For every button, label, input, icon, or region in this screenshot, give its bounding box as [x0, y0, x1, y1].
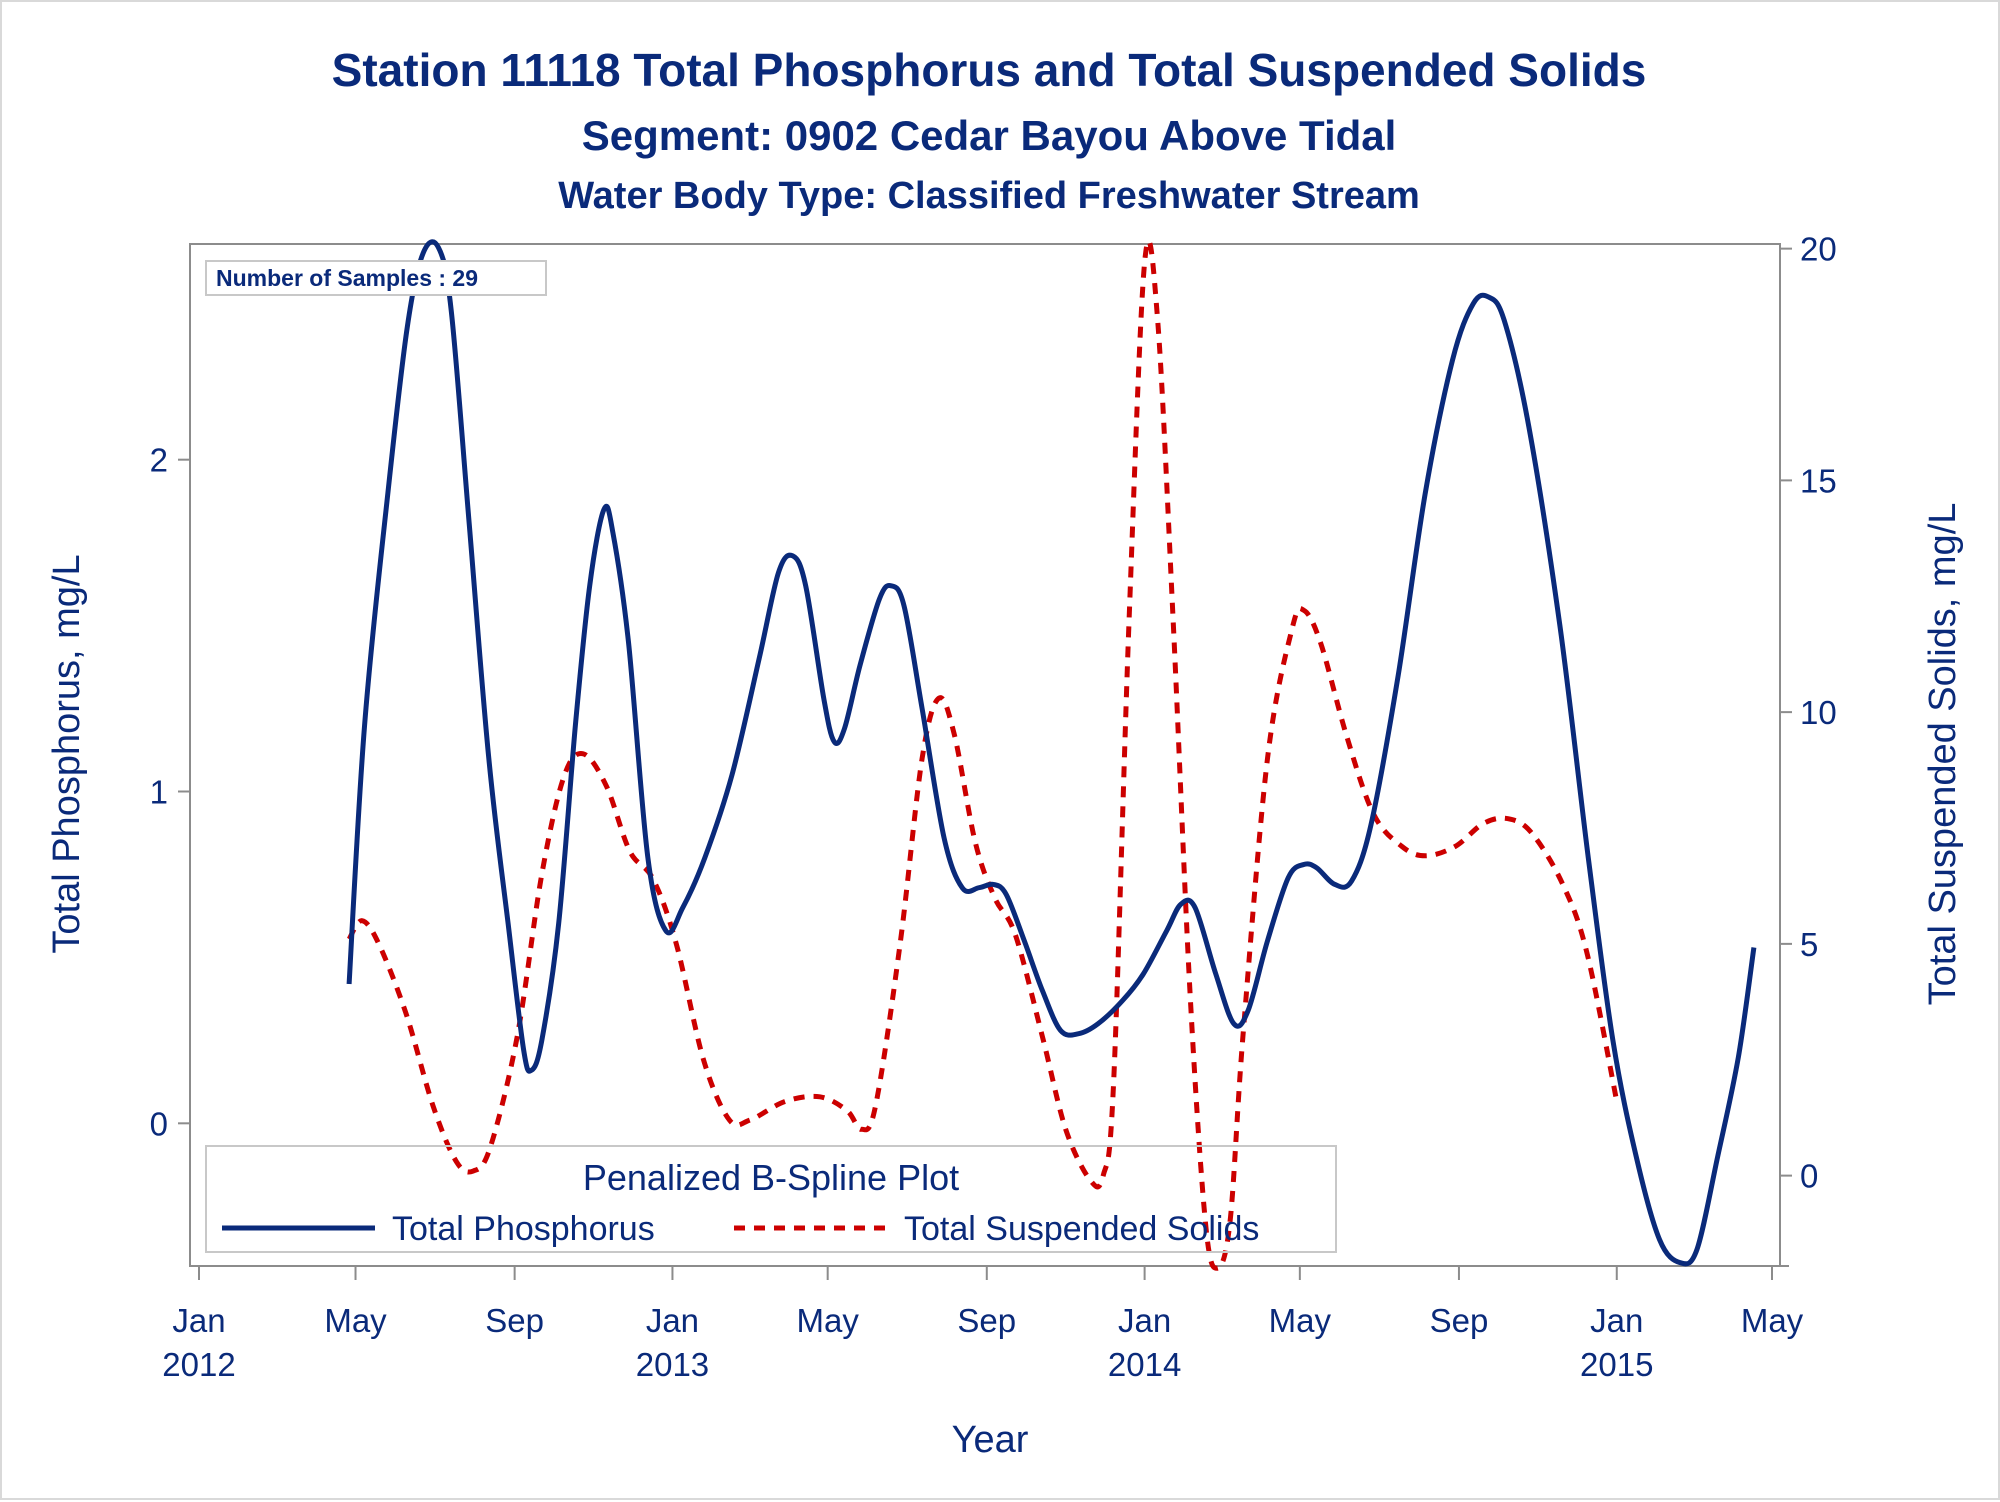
right-tick-label: 0 [1800, 1158, 1818, 1195]
left-y-axis-label: Total Phosphorus, mg/L [46, 554, 88, 953]
x-tick-year-label: 2015 [1580, 1346, 1653, 1383]
left-axis-ticks: 0 1 2 [150, 442, 190, 1142]
x-axis-ticks: Jan 2012 May Sep Jan 2013 May Sep Jan 2014 May Sep J… [162, 1266, 1804, 1383]
right-tick-label: 10 [1800, 694, 1837, 731]
x-tick-label: Jan [172, 1302, 225, 1339]
sample-count-label: Number of Samples : 29 [216, 265, 478, 291]
right-tick-label: 20 [1800, 231, 1837, 268]
legend-title: Penalized B-Spline Plot [583, 1157, 959, 1198]
left-tick-label: 1 [150, 774, 168, 811]
x-tick-label: May [1741, 1302, 1804, 1339]
series-line-total-suspended-solids [346, 238, 1620, 1271]
left-tick-label: 2 [150, 442, 168, 479]
legend-label-total-phosphorus: Total Phosphorus [392, 1210, 655, 1248]
legend-label-total-suspended-solids: Total Suspended Solids [904, 1210, 1259, 1248]
chart-subtitle: Segment: 0902 Cedar Bayou Above Tidal [582, 112, 1397, 159]
x-tick-year-label: 2012 [162, 1346, 235, 1383]
chart-subtitle-2: Water Body Type: Classified Freshwater S… [558, 175, 1420, 217]
right-y-axis-label: Total Suspended Solids, mg/L [1922, 503, 1964, 1006]
legend-box [205, 1145, 1337, 1253]
chart-title: Station 11118 Total Phosphorus and Total… [332, 44, 1647, 96]
x-axis-label: Year [952, 1419, 1029, 1461]
x-tick-label: Sep [1430, 1302, 1489, 1339]
x-tick-label: Jan [646, 1302, 699, 1339]
x-tick-label: May [324, 1302, 387, 1339]
x-tick-year-label: 2013 [636, 1346, 709, 1383]
x-tick-label: Jan [1590, 1302, 1643, 1339]
series-layer [346, 238, 1757, 1271]
plot-area [189, 243, 1781, 1267]
sample-count-box [205, 260, 547, 296]
x-tick-label: May [1269, 1302, 1332, 1339]
right-tick-label: 5 [1800, 926, 1818, 963]
left-tick-label: 0 [150, 1105, 168, 1142]
x-tick-label: Jan [1118, 1302, 1171, 1339]
x-tick-label: Sep [485, 1302, 544, 1339]
right-tick-label: 15 [1800, 462, 1837, 499]
series-line-total-phosphorus [346, 239, 1757, 1267]
x-tick-year-label: 2014 [1108, 1346, 1181, 1383]
right-axis-ticks: 0 5 10 15 20 [1780, 231, 1837, 1195]
x-tick-label: Sep [957, 1302, 1016, 1339]
x-tick-label: May [797, 1302, 860, 1339]
